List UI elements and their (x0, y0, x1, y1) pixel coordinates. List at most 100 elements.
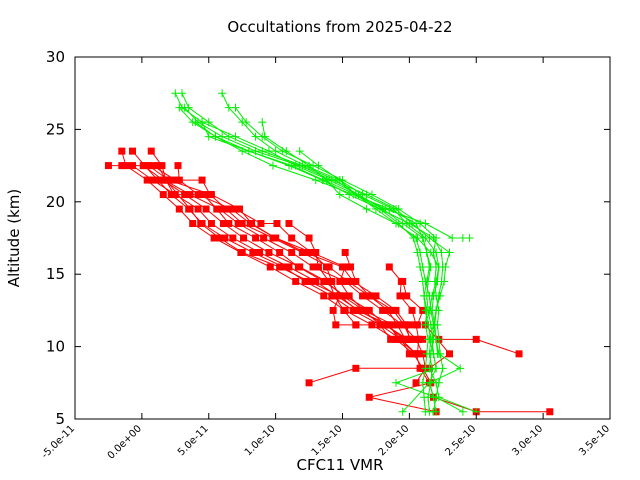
data-point (325, 277, 333, 285)
y-tick-label: 25 (46, 120, 65, 138)
data-point (389, 306, 397, 314)
data-point (433, 277, 442, 286)
y-tick-label: 20 (46, 193, 65, 211)
data-point (215, 234, 223, 242)
x-tick-label: 5.0e-11 (176, 423, 211, 458)
chart-title: Occultations from 2025-04-22 (227, 18, 452, 36)
data-point (430, 320, 439, 329)
data-point (365, 393, 373, 401)
data-point (399, 277, 407, 285)
data-point (282, 147, 291, 156)
x-axis-label: CFC11 VMR (296, 456, 383, 474)
data-point (429, 291, 438, 300)
data-point (330, 292, 338, 300)
data-point (352, 277, 360, 285)
data-point (401, 335, 409, 343)
data-point (341, 292, 349, 300)
series-layer (104, 89, 554, 416)
series-line (235, 107, 444, 412)
data-point (341, 263, 349, 271)
data-point (218, 132, 227, 141)
data-point (298, 248, 306, 256)
data-point (335, 176, 344, 185)
data-point (312, 248, 320, 256)
data-point (104, 162, 112, 170)
series-red-11 (285, 220, 413, 358)
data-point (387, 335, 395, 343)
data-point (229, 234, 237, 242)
data-point (365, 292, 373, 300)
data-point (440, 277, 449, 286)
data-point (180, 103, 189, 112)
series-red-10 (145, 162, 427, 343)
data-point (129, 147, 137, 155)
data-point (210, 234, 218, 242)
data-point (276, 248, 284, 256)
y-tick-label: 15 (46, 265, 65, 283)
data-point (242, 118, 251, 127)
series-red-2 (104, 162, 523, 358)
data-point (207, 220, 215, 228)
data-point (413, 321, 421, 329)
data-point (445, 248, 454, 257)
data-point (240, 234, 248, 242)
data-point (341, 248, 349, 256)
data-point (322, 263, 330, 271)
data-point (392, 378, 400, 387)
data-point (257, 220, 265, 228)
data-point (336, 292, 344, 300)
data-point (345, 292, 353, 300)
data-point (465, 234, 474, 242)
data-point (258, 118, 267, 127)
data-point (295, 147, 304, 156)
data-point (372, 292, 380, 300)
data-point (174, 162, 182, 170)
data-point (515, 350, 523, 358)
data-point (305, 161, 314, 170)
data-point (397, 335, 405, 343)
data-point (271, 147, 280, 156)
series-green-23 (258, 118, 443, 358)
data-point (260, 234, 268, 242)
data-point (441, 262, 450, 271)
data-point (288, 248, 296, 256)
data-point (359, 292, 367, 300)
data-point (426, 378, 435, 387)
data-point (118, 162, 126, 170)
data-point (213, 205, 221, 213)
data-point (437, 248, 446, 257)
data-point (458, 234, 467, 242)
data-point (276, 263, 284, 271)
data-point (251, 132, 260, 141)
data-point (394, 205, 403, 214)
data-point (170, 191, 178, 199)
data-point (309, 263, 317, 271)
data-point (234, 220, 242, 228)
data-point (322, 176, 331, 185)
data-point (419, 350, 427, 358)
series-line (184, 107, 464, 413)
data-point (273, 220, 281, 228)
data-point (231, 103, 240, 112)
data-point (405, 350, 413, 358)
data-point (432, 335, 441, 344)
data-point (301, 277, 309, 285)
data-point (238, 248, 246, 256)
data-point (415, 335, 423, 343)
data-point (227, 205, 235, 213)
data-point (305, 234, 313, 242)
data-point (202, 205, 210, 213)
data-point (198, 176, 206, 184)
data-point (231, 132, 240, 141)
data-point (189, 220, 197, 228)
data-point (389, 321, 397, 329)
data-point (446, 350, 453, 358)
data-point (349, 306, 357, 314)
data-point (408, 306, 416, 314)
plot-frame (74, 56, 611, 420)
data-point (336, 277, 344, 285)
data-point (425, 234, 434, 242)
x-tick-label: 2.0e-10 (377, 423, 412, 458)
data-point (139, 162, 147, 170)
data-point (335, 190, 344, 199)
